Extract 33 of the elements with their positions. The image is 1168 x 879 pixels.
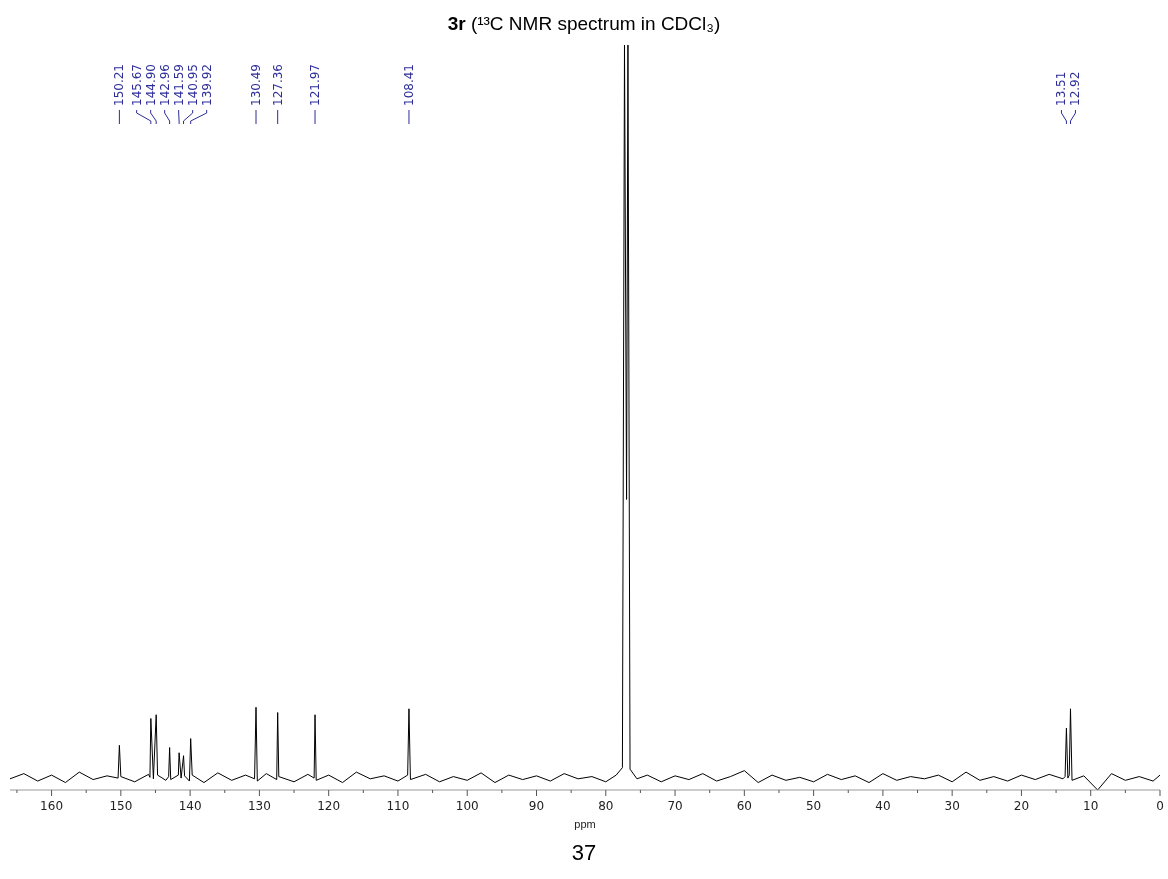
annotation: 12.92 (1068, 71, 1083, 106)
x-tick-label: 40 (875, 799, 891, 813)
annotation: 127.36 (270, 64, 285, 106)
annotation: 130.49 (249, 64, 263, 106)
x-tick-label: 60 (736, 799, 752, 813)
x-tick-label: 90 (528, 799, 545, 813)
annotation: 144.90 (143, 64, 158, 106)
annotation: 141.59 (171, 64, 186, 106)
x-tick-label: 30 (944, 799, 960, 813)
x-tick-label: 10 (1083, 799, 1099, 813)
x-tick-label: 110 (386, 799, 410, 813)
x-tick-label: 0 (1156, 799, 1164, 813)
x-tick-label: 70 (667, 799, 683, 813)
annotation: 108.41 (401, 64, 416, 106)
x-tick-label: 160 (40, 799, 64, 813)
x-tick-label: 20 (1013, 799, 1030, 813)
annotation: 13.51 (1054, 71, 1069, 106)
x-tick-label: 80 (598, 799, 614, 813)
x-axis-title: ppm (574, 818, 596, 830)
chart-title: 3r (¹³C NMR spectrum in CDCl₃) (447, 13, 721, 34)
annotation: 142.96 (157, 64, 172, 106)
annotation: 121.97 (308, 64, 323, 106)
annotation: 140.95 (185, 64, 200, 106)
annotation: 145.67 (129, 64, 144, 106)
x-tick-label: 120 (317, 799, 341, 813)
annotation: 150.21 (112, 64, 127, 106)
text: 37 (570, 840, 598, 866)
x-tick-label: 140 (178, 799, 202, 813)
x-tick-label: 100 (455, 799, 479, 813)
x-tick-label: 130 (247, 799, 271, 813)
x-tick-label: 50 (805, 799, 822, 813)
x-tick-label: 150 (109, 799, 133, 813)
annotation: 139.92 (199, 64, 214, 106)
